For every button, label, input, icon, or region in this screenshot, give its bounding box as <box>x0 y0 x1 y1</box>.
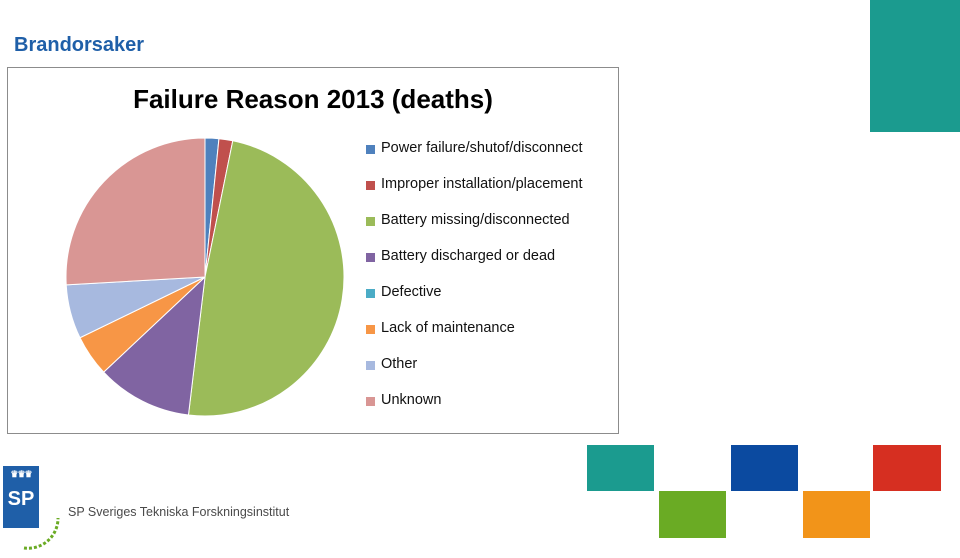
slide-title: Brandorsaker <box>14 34 145 56</box>
legend-label: Power failure/shutof/disconnect <box>381 140 583 156</box>
legend-swatch <box>366 325 375 334</box>
science-partner-arc-icon <box>23 517 60 550</box>
legend-label: Battery discharged or dead <box>381 248 556 264</box>
chart-title: Failure Reason 2013 (deaths) <box>133 84 493 114</box>
legend-swatch <box>366 217 375 226</box>
blue-square <box>731 445 798 491</box>
pie-slice-battery-discharged-or-dead <box>102 275 206 416</box>
pie-slice-unknown <box>65 137 206 286</box>
legend-label: Battery missing/disconnected <box>381 212 570 228</box>
chart-frame: Failure Reason 2013 (deaths) Power failu… <box>7 67 619 434</box>
pie-chart <box>65 137 345 417</box>
legend-label: Unknown <box>381 392 442 408</box>
legend-label: Lack of maintenance <box>381 320 515 336</box>
legend-swatch <box>366 145 375 154</box>
legend-swatch <box>366 181 375 190</box>
green-square <box>659 491 726 538</box>
teal-square <box>587 445 654 491</box>
sp-logo: ♛♛♛ SP <box>3 466 39 528</box>
footer-institute-name: SP Sveriges Tekniska Forskningsinstitut <box>68 505 290 519</box>
red-square <box>873 445 941 491</box>
pie-slice-battery-missing-disconnected <box>187 140 345 417</box>
teal-corner-block <box>870 0 960 132</box>
legend-label: Other <box>381 356 418 372</box>
legend-label: Defective <box>381 284 442 300</box>
crowns-icon: ♛♛♛ <box>10 469 32 479</box>
logo-letters: SP <box>7 488 35 510</box>
legend-swatch <box>366 361 375 370</box>
legend-swatch <box>366 289 375 298</box>
legend-swatch <box>366 397 375 406</box>
legend-swatch <box>366 253 375 262</box>
legend-label: Improper installation/placement <box>381 176 583 192</box>
orange-square <box>803 491 870 538</box>
